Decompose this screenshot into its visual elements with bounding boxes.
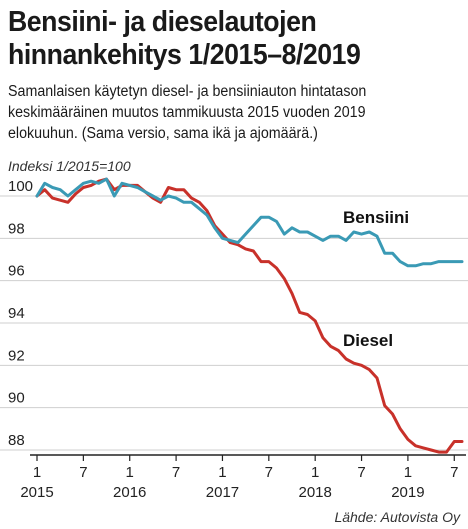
y-tick-label: 94 [8, 305, 25, 322]
page-title: Bensiini- ja dieselautojen hinnankehitys… [8, 6, 428, 72]
x-tick-month-label: 1 [404, 464, 412, 481]
y-tick-label: 88 [8, 432, 25, 449]
subtitle-line-3: elokuuhun. (Sama versio, sama ikä ja ajo… [8, 125, 318, 142]
x-tick-month-label: 7 [172, 464, 180, 481]
x-tick-month-label: 7 [265, 464, 273, 481]
series-label-diesel: Diesel [343, 331, 393, 350]
y-tick-label: 90 [8, 390, 25, 407]
y-tick-label: 92 [8, 347, 25, 364]
x-tick-month-label: 1 [218, 464, 226, 481]
y-axis-label: Indeksi 1/2015=100 [8, 158, 131, 174]
x-tick-month-label: 1 [311, 464, 319, 481]
x-tick-year-label: 2017 [206, 484, 239, 501]
x-tick-year-label: 2016 [113, 484, 146, 501]
x-tick-year-label: 2019 [391, 484, 424, 501]
y-tick-label: 96 [8, 263, 25, 280]
title-line-1: Bensiini- ja dieselautojen [8, 6, 317, 38]
y-tick-label: 98 [8, 220, 25, 237]
x-axis: 1 7 1 7 1 7 1 7 1 7 2015 2016 2017 2018 2019 [20, 454, 466, 501]
x-tick-year-label: 2015 [20, 484, 53, 501]
x-tick-month-label: 1 [33, 464, 41, 481]
series-line-bensiini [35, 177, 464, 268]
y-axis-ticks: 100 98 96 94 92 90 88 [8, 178, 33, 449]
y-tick-label: 100 [8, 178, 33, 195]
x-tick-month-label: 7 [357, 464, 365, 481]
subtitle-line-2: keskimääräinen muutos tammikuusta 2015 v… [8, 104, 366, 121]
gridlines [0, 195, 468, 451]
chart-subtitle: Samanlaisen käytetyn diesel- ja bensiini… [8, 81, 440, 144]
series-lines [35, 177, 464, 454]
x-tick-month-label: 1 [126, 464, 134, 481]
source-note: Lähde: Autovista Oy [334, 509, 461, 525]
x-tick-month-label: 7 [79, 464, 87, 481]
x-tick-month-label: 7 [450, 464, 458, 481]
subtitle-line-1: Samanlaisen käytetyn diesel- ja bensiini… [8, 83, 367, 100]
series-labels: Bensiini Diesel [343, 208, 409, 350]
title-line-2: hinnankehitys 1/2015–8/2019 [8, 39, 361, 71]
series-label-bensiini: Bensiini [343, 208, 409, 227]
x-tick-year-label: 2018 [298, 484, 331, 501]
